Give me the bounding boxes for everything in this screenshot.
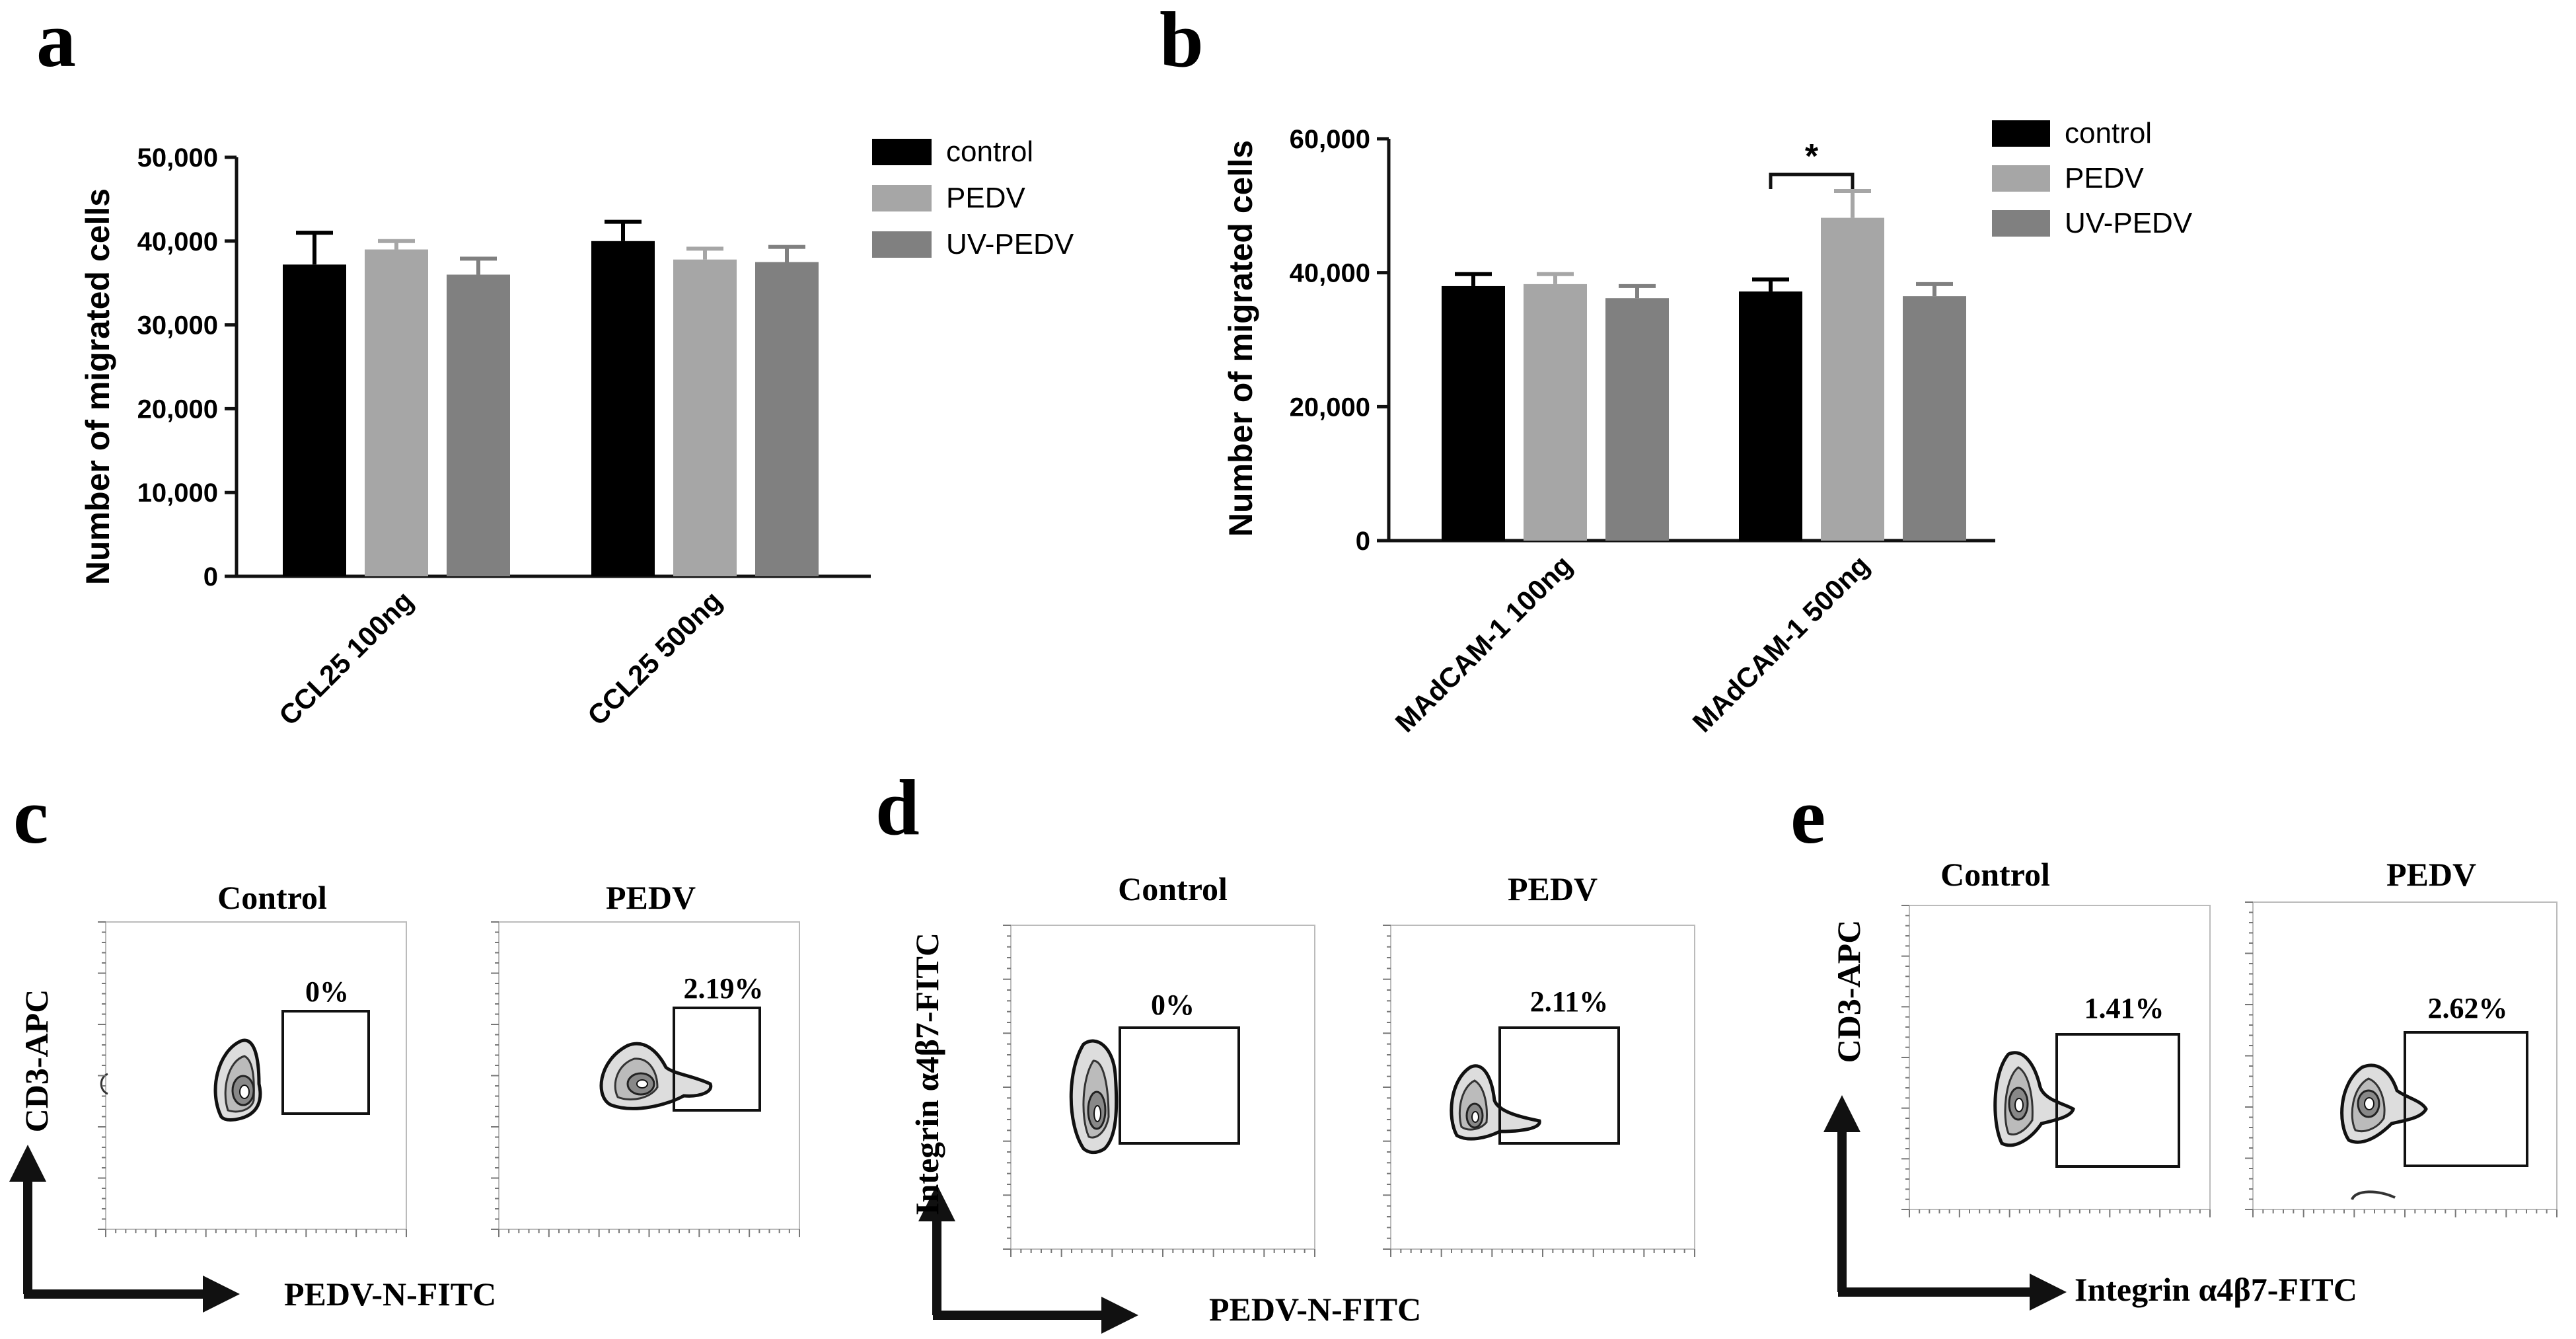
chart-b-ylabel: Number of migrated cells [1222, 140, 1259, 537]
chart-b-legend: control PEDV UV-PEDV [1992, 117, 2193, 239]
flow-c-pedv-gate-percent: 2.19% [684, 972, 764, 1005]
panel-letter-b: b [1159, 0, 1204, 83]
legend-swatch [872, 231, 932, 258]
flow-d-pedv-frame [1390, 925, 1695, 1250]
category-label: CCL25 500ng [581, 585, 727, 731]
legend-label: UV-PEDV [2065, 207, 2193, 239]
panel-letter-e: e [1790, 772, 1825, 860]
y-tick-label: 20,000 [1290, 393, 1370, 422]
flow-d-control-frame [1010, 925, 1315, 1250]
bar-control [283, 264, 346, 576]
bar-control [1442, 286, 1505, 541]
legend-label: PEDV [2065, 162, 2144, 194]
chart-a-ylabel: Number of migrated cells [79, 188, 116, 585]
y-tick-label: 20,000 [137, 395, 218, 424]
flow-c-control-population [100, 1038, 262, 1122]
flow-c-pedv-population [599, 1042, 713, 1110]
flow-d-control-gate-percent: 0% [1151, 989, 1195, 1021]
legend-swatch [1992, 165, 2050, 192]
legend-label: UV-PEDV [946, 228, 1074, 260]
chart-a-legend: control PEDV UV-PEDV [872, 135, 1074, 260]
flow-c-control-gate [281, 1010, 370, 1115]
flow-d-pedv-gate-percent: 2.11% [1530, 985, 1609, 1018]
flow-e-control-gate [2055, 1033, 2180, 1168]
flow-axis-ticks [98, 901, 2558, 1257]
flow-c-y-label: CD3-APC [18, 989, 55, 1133]
flow-d-control-gate [1119, 1026, 1240, 1145]
flow-d-control-title: Control [1118, 870, 1228, 907]
significance-bracket [1769, 172, 1855, 190]
bar-uv-pedv [1605, 298, 1669, 541]
y-tick-label: 60,000 [1290, 125, 1370, 154]
category-label: MAdCAM-1 500ng [1687, 549, 1876, 738]
flow-e-control-title: Control [1940, 856, 2050, 893]
panel-letter-d: d [875, 763, 920, 851]
flow-e-pedv-title: PEDV [2386, 856, 2476, 893]
flow-d-pedv-population [1450, 1064, 1541, 1141]
y-tick-label: 40,000 [1290, 259, 1370, 288]
category-label: MAdCAM-1 100ng [1389, 549, 1578, 738]
flow-panel-e: Control PEDV 1.41% 2.62% CD3-APC Integri… [1823, 856, 2558, 1311]
y-tick-label: 0 [1356, 527, 1370, 556]
legend-swatch [872, 139, 932, 165]
panel-letter-c: c [13, 772, 48, 860]
bar-pedv [1821, 217, 1884, 541]
flow-c-control-gate-percent: 0% [305, 976, 349, 1008]
flow-c-x-label: PEDV-N-FITC [284, 1276, 496, 1313]
y-tick-label: 30,000 [137, 311, 218, 340]
flow-d-pedv-gate [1498, 1026, 1620, 1145]
bar-control [1739, 291, 1802, 541]
flow-panel-c: Control PEDV 0% 2.19% CD3-APC PEDV-N-FIT… [9, 879, 800, 1313]
flow-e-control-gate-percent: 1.41% [2084, 992, 2164, 1024]
bar-chart-a: Number of migrated cells control PEDV UV-P… [79, 135, 1074, 732]
flow-d-y-label: Integrin α4β7-FITC [908, 933, 945, 1215]
bar-uv-pedv [755, 262, 819, 576]
bar-pedv [365, 249, 428, 576]
flow-e-y-label: CD3-APC [1830, 920, 1867, 1063]
category-label: CCL25 100ng [273, 585, 419, 731]
legend-label: PEDV [946, 182, 1025, 214]
y-tick-label: 0 [203, 562, 218, 592]
flow-e-control-frame [1909, 905, 2211, 1210]
flow-c-control-title: Control [217, 879, 327, 916]
flow-c-pedv-gate [673, 1007, 761, 1112]
legend-swatch [1992, 120, 2050, 147]
legend-swatch [1992, 210, 2050, 237]
legend-label: control [2065, 117, 2152, 149]
flow-d-x-label: PEDV-N-FITC [1209, 1291, 1421, 1328]
y-tick-label: 50,000 [137, 143, 218, 172]
legend-swatch [872, 185, 932, 211]
flow-e-pedv-gate [2404, 1031, 2528, 1167]
bar-uv-pedv [1903, 296, 1966, 541]
flow-e-pedv-population [2340, 1063, 2428, 1201]
panel-letter-a: a [36, 0, 76, 83]
flow-e-x-label: Integrin α4β7-FITC [2075, 1271, 2357, 1308]
flow-e-control-population [1993, 1051, 2075, 1147]
flow-d-control-population [1069, 1039, 1119, 1155]
flow-panel-d: Control PEDV 0% 2.11% Integrin α4β7-FITC… [908, 870, 1695, 1334]
bar-chart-b: Number of migrated cells control PEDV UV-P… [1222, 117, 2193, 738]
y-tick-label: 40,000 [137, 227, 218, 256]
legend-label: control [946, 135, 1033, 168]
bar-control [591, 241, 655, 576]
significance-star: * [1805, 137, 1819, 176]
bar-uv-pedv [447, 274, 510, 576]
flow-d-pedv-title: PEDV [1508, 870, 1598, 907]
bar-pedv [673, 259, 737, 576]
bar-pedv [1524, 284, 1587, 541]
flow-e-pedv-gate-percent: 2.62% [2428, 992, 2508, 1024]
y-tick-label: 10,000 [137, 478, 218, 508]
flow-c-pedv-title: PEDV [606, 879, 696, 916]
